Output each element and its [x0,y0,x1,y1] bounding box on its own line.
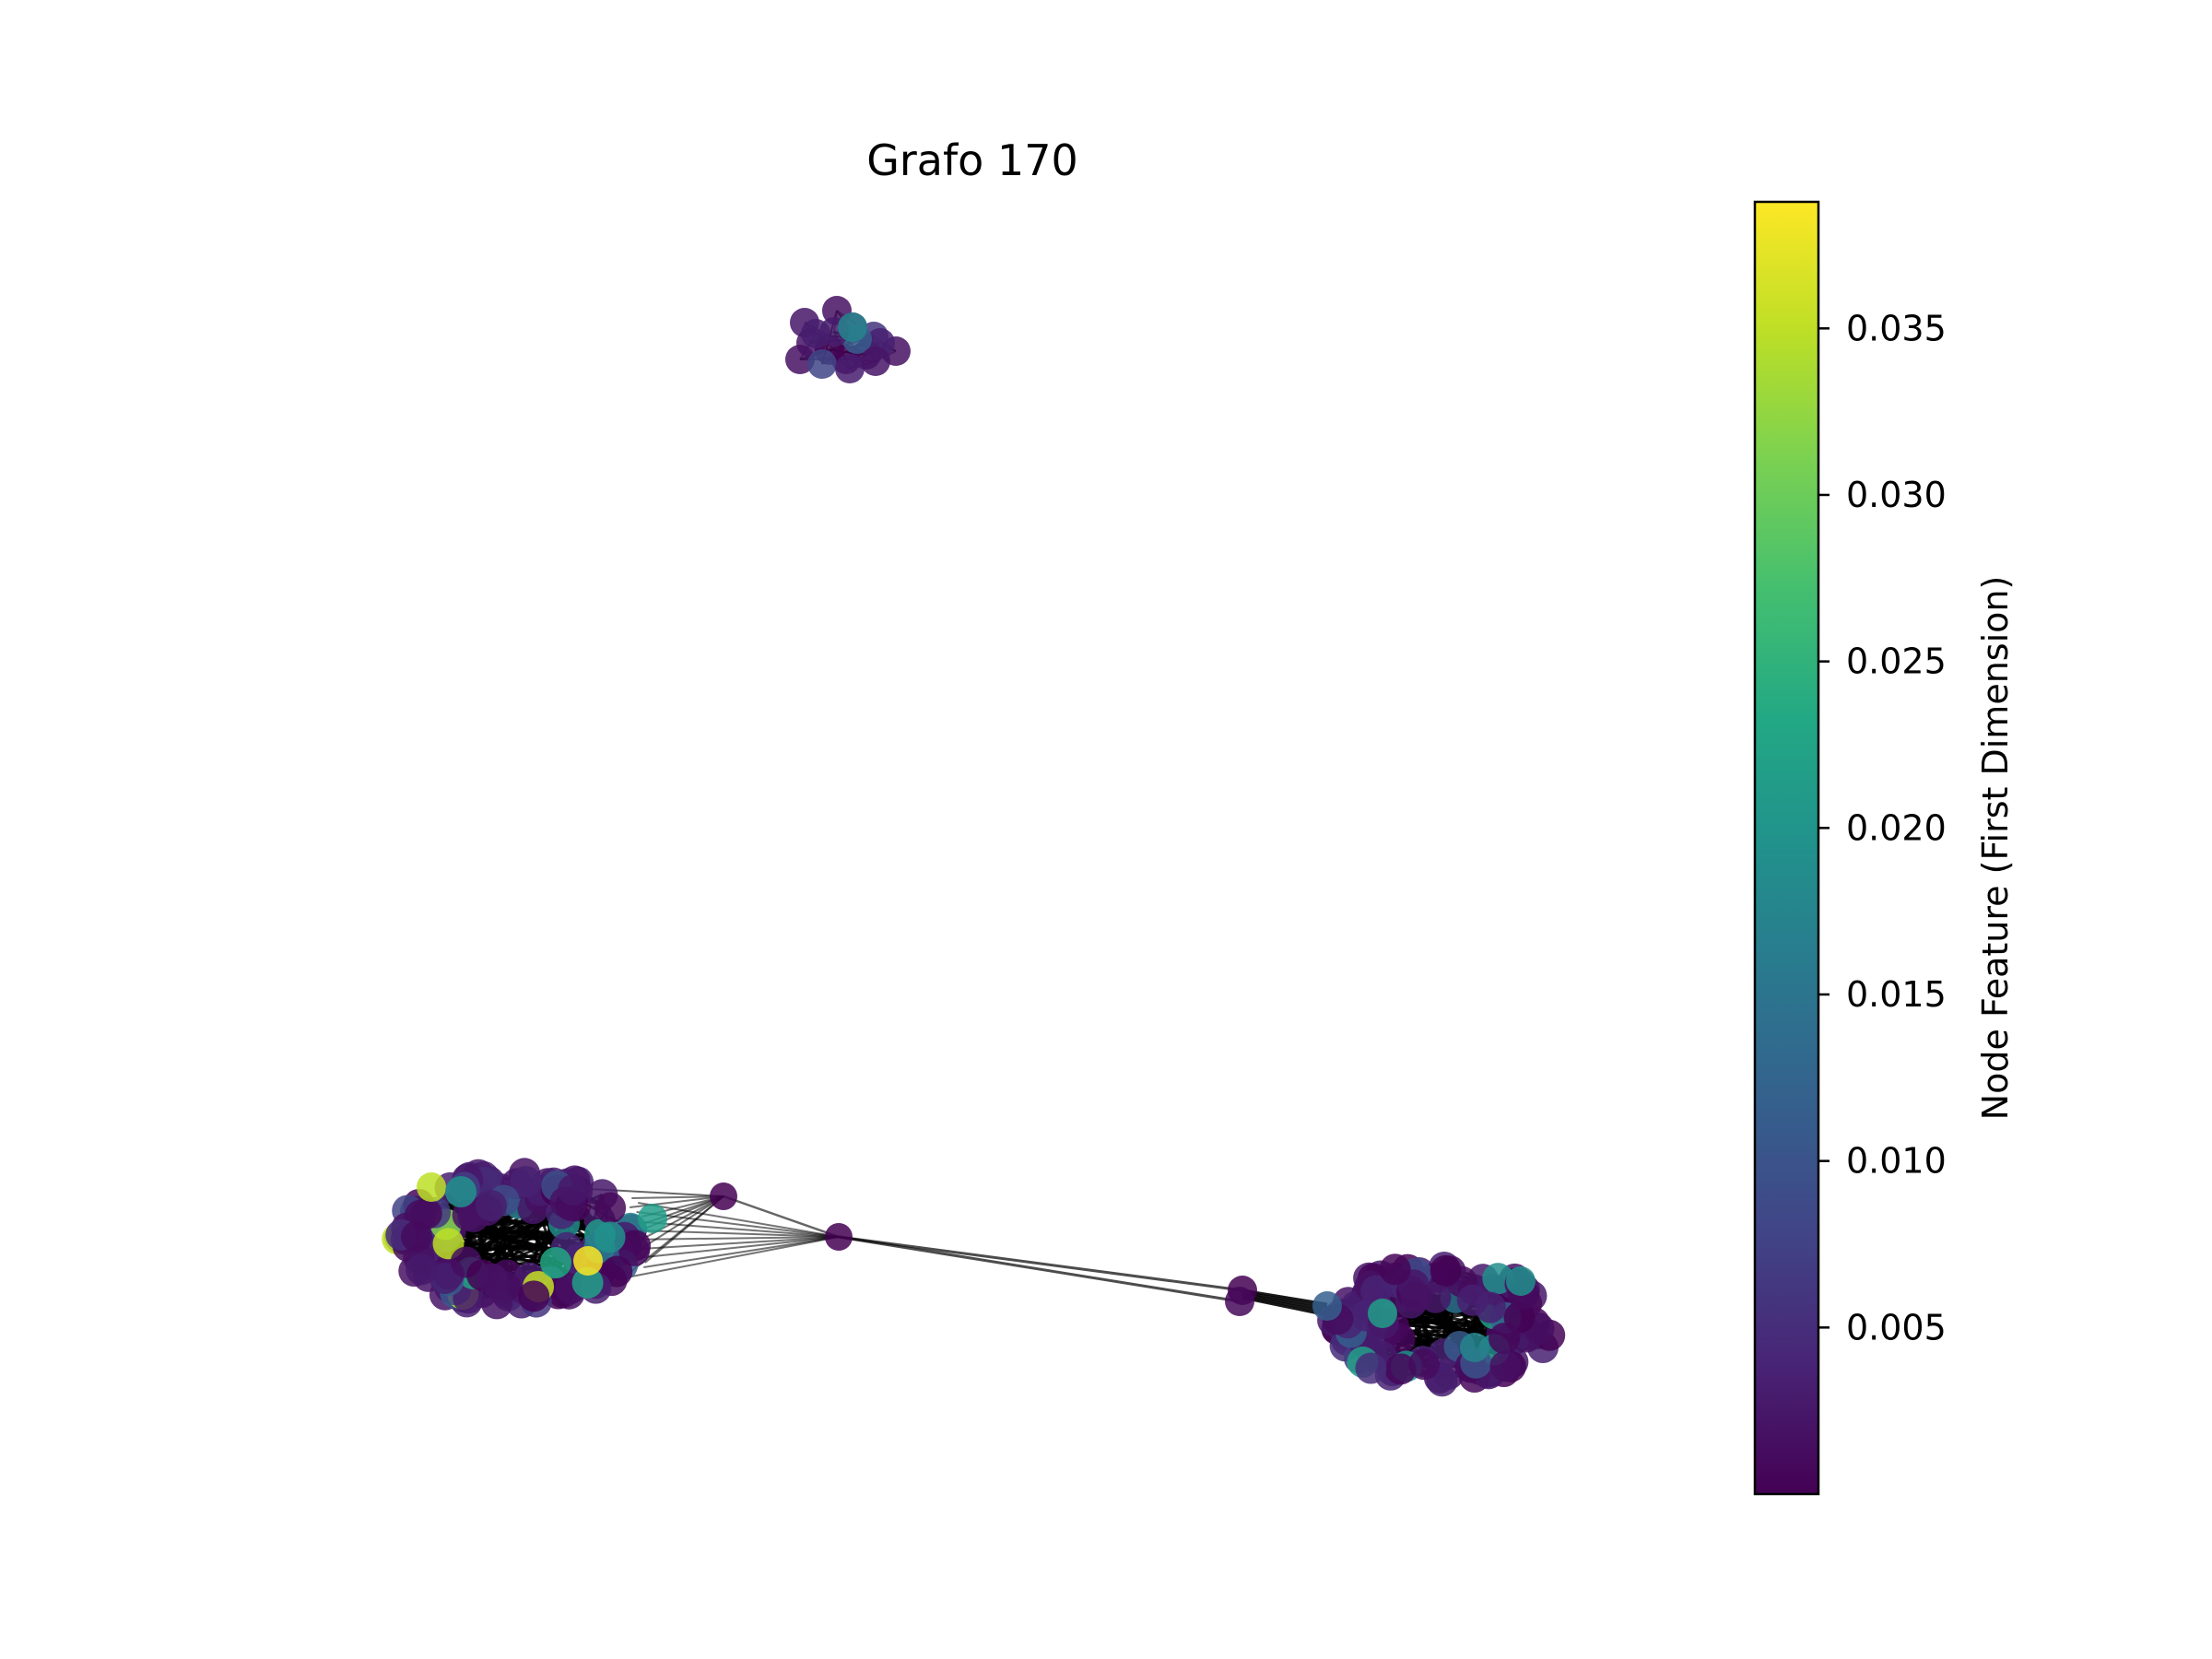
graph-node [510,1166,542,1198]
graph-node [1225,1287,1254,1316]
colorbar-ticks: 0.005 0.010 0.015 0.020 0.025 0.030 0.035 [1818,308,1947,1347]
colorbar: 0.005 0.010 0.015 0.020 0.025 0.030 0.035 Node… [1753,200,2016,1496]
graph-edge [838,1235,1243,1292]
graph-node [861,347,890,376]
graph-node [1312,1291,1342,1321]
graph-node [835,354,865,383]
graph-edge [630,1236,840,1277]
colorbar-tick-label: 0.005 [1846,1307,1947,1347]
graph-node [825,1223,853,1251]
graph-node [838,312,867,342]
graph-node [557,1173,589,1206]
graph-node [638,1204,667,1233]
graph-node [601,1255,633,1288]
graph-node [594,1192,627,1224]
graph-node [1430,1254,1462,1287]
graph-node [785,345,815,374]
graph-edge [627,1236,840,1241]
graph-node [445,1176,477,1207]
graph-node [429,1263,461,1295]
colorbar-tick-label: 0.035 [1846,308,1947,348]
graph-node [573,1246,603,1276]
graph-node [710,1182,737,1210]
graph-edge [636,1211,840,1238]
graph-node [801,319,830,348]
graph-node [540,1247,571,1278]
graph-node [1460,1333,1489,1362]
graph-node [481,1288,513,1320]
graph-node [1474,1291,1506,1324]
colorbar-label: Node Feature (First Dimension) [1975,576,2016,1121]
graph-node [518,1280,550,1312]
graph-node [1400,1281,1432,1313]
graph-edge [643,1236,840,1268]
graph-node [807,349,837,379]
graph-node [1355,1352,1387,1384]
graph-node [475,1190,507,1222]
graph-title: Grafo 170 [866,135,1078,185]
graph-node [477,1263,509,1295]
graph-edge [629,1195,724,1208]
graph-edge [631,1195,724,1199]
colorbar-tick-label: 0.015 [1846,974,1947,1015]
graph-node [1384,1353,1417,1385]
graph-nodes [382,296,1566,1397]
colorbar-tick-label: 0.020 [1846,807,1947,848]
graph-node [571,1266,604,1299]
graph-node [1368,1299,1397,1328]
graph-edge [838,1235,1241,1303]
graph-edge [723,1194,840,1239]
graph-edge [1241,1296,1328,1317]
colorbar-tick-label: 0.030 [1846,475,1947,515]
colorbar-tick-label: 0.025 [1846,641,1947,682]
graph-node [1506,1266,1535,1296]
graph-node [400,1220,432,1253]
graph-edge [637,1230,840,1238]
graph-node [1489,1350,1522,1382]
graph-edge [631,1220,840,1238]
graph-node [594,1221,626,1253]
graph-edge [640,1236,840,1250]
graph-node [1408,1348,1441,1381]
graph-node [1379,1253,1411,1286]
colorbar-tick-label: 0.010 [1846,1141,1947,1182]
graph-node [453,1282,485,1314]
graph-node [417,1172,446,1202]
graph-node [1488,1323,1521,1355]
colorbar-gradient [1753,200,1820,1496]
graph-node [406,1253,438,1286]
graph-node [618,1234,651,1266]
graph-edge [635,1236,840,1259]
